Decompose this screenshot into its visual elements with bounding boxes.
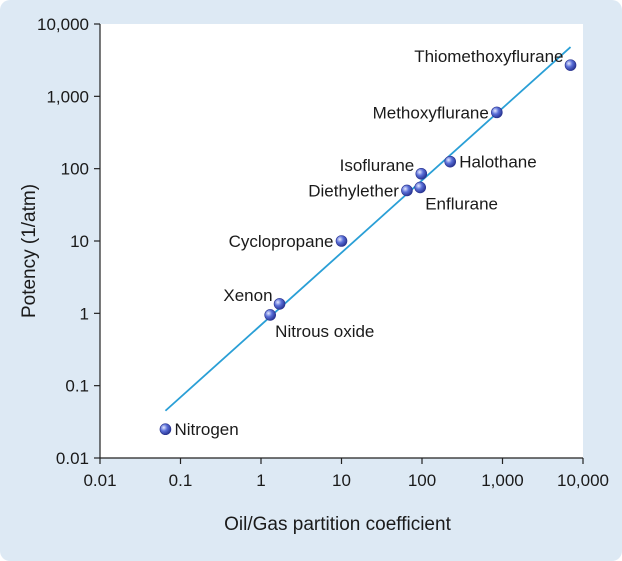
x-tick-label: 0.01 [83, 471, 116, 490]
data-point-nitrous-oxide [264, 309, 276, 321]
data-point-xenon [273, 298, 286, 310]
data-point-cyclopropane [335, 235, 348, 247]
point-label-methoxyflurane: Methoxyflurane [373, 103, 489, 122]
data-point-enflurane [414, 181, 427, 194]
data-point-halothane [444, 155, 456, 168]
point-label-enflurane: Enflurane [425, 194, 498, 213]
data-point-isoflurane [415, 167, 428, 180]
point-label-diethylether: Diethylether [308, 181, 399, 200]
data-point-thiomethoxyflurane [564, 59, 577, 71]
y-tick-label: 10,000 [37, 15, 89, 34]
trend-line [164, 46, 572, 412]
point-label-cyclopropane: Cyclopropane [229, 232, 334, 251]
x-tick-label: 100 [408, 471, 436, 490]
x-tick-label: 0.1 [169, 471, 193, 490]
point-label-thiomethoxyflurane: Thiomethoxyflurane [414, 47, 563, 66]
point-label-halothane: Halothane [459, 153, 537, 172]
y-tick-label: 1 [80, 304, 89, 323]
data-point-nitrogen [159, 423, 172, 436]
y-tick-label: 10 [70, 232, 89, 251]
x-axis-title: Oil/Gas partition coefficient [224, 514, 451, 535]
x-tick-label: 1 [256, 471, 265, 490]
point-label-isoflurane: Isoflurane [340, 156, 415, 175]
point-label-nitrogen: Nitrogen [174, 420, 238, 439]
data-point-diethylether [401, 184, 413, 197]
x-tick-label: 10 [332, 471, 351, 490]
y-tick-label: 1,000 [46, 87, 89, 106]
point-label-nitrous-oxide: Nitrous oxide [275, 322, 374, 341]
data-point-methoxyflurane [491, 106, 503, 119]
point-label-xenon: Xenon [223, 286, 272, 305]
y-tick-label: 100 [61, 160, 89, 179]
x-tick-label: 10,000 [557, 471, 609, 490]
x-tick-label: 1,000 [481, 471, 524, 490]
y-axis-title: Potency (1/atm) [19, 184, 40, 318]
y-tick-label: 0.01 [56, 449, 89, 468]
y-tick-label: 0.1 [65, 377, 89, 396]
